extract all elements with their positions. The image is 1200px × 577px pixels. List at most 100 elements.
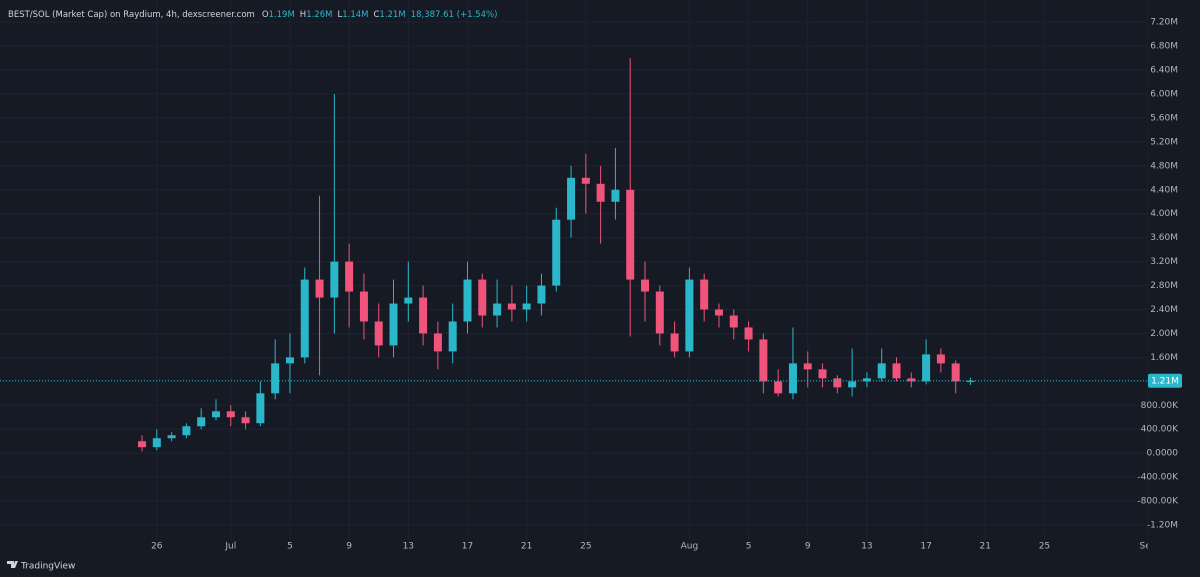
candle-body — [641, 279, 650, 292]
candle-body — [478, 279, 487, 316]
candle-body — [537, 285, 546, 304]
y-tick-label: -800.00K — [1137, 497, 1179, 507]
candle-body — [211, 411, 220, 418]
candle-body — [803, 363, 812, 370]
candle-body — [714, 309, 723, 316]
candle-body — [922, 354, 931, 382]
candle-body — [774, 381, 783, 394]
price-axis: 7.20M 6.80M 6.40M 6.00M 5.60M 5.20M 4.80M 4.40M… — [1137, 18, 1182, 531]
candle-body — [951, 363, 960, 382]
y-tick-label: 5.60M — [1150, 113, 1178, 123]
candle-body — [226, 411, 235, 418]
candle-body — [374, 321, 383, 346]
y-tick-label: 2.00M — [1150, 329, 1178, 339]
legend-key: L — [337, 10, 342, 20]
candle-body — [167, 435, 176, 439]
x-tick-label: Aug — [681, 542, 699, 552]
candle-body — [581, 177, 590, 184]
branding: TradingView — [20, 562, 75, 572]
x-tick-label: 21 — [521, 542, 532, 552]
y-tick-label: 2.40M — [1150, 305, 1178, 315]
candle-body — [241, 417, 250, 424]
candle-body — [670, 333, 679, 352]
candle-body — [626, 189, 635, 280]
x-tick-label: 9 — [805, 542, 811, 552]
candle-body — [685, 279, 694, 352]
y-tick-label: 4.00M — [1150, 209, 1178, 219]
candle-body — [567, 177, 576, 220]
candle-body — [433, 333, 442, 352]
y-tick-label: 0.0000 — [1147, 449, 1179, 459]
legend-value: 1.19M — [269, 10, 295, 20]
y-tick-label: 4.80M — [1150, 161, 1178, 171]
candle-body — [197, 417, 206, 427]
x-tick-label: 21 — [980, 542, 991, 552]
x-tick-label: 17 — [920, 542, 931, 552]
candle-body — [138, 441, 147, 448]
candle-body — [862, 378, 871, 382]
last-price-label: 1.21M — [1151, 376, 1179, 386]
y-tick-label: 1.60M — [1150, 353, 1178, 363]
y-tick-label: 2.80M — [1150, 281, 1178, 291]
candle-body — [788, 363, 797, 394]
candle-body — [152, 438, 161, 448]
candle-body — [300, 279, 309, 358]
candle-body — [285, 357, 294, 364]
candle-body — [818, 369, 827, 379]
candle-body — [404, 297, 413, 304]
candle-body — [256, 393, 265, 424]
axes: 26 Jul 5 9 13 17 21 25 Aug 5 9 13 17 21 25 Sep — [151, 542, 1157, 552]
candle-body — [833, 378, 842, 388]
candle-body — [389, 303, 398, 346]
candle-body — [877, 363, 886, 379]
candle-body — [848, 381, 857, 388]
candle-body — [271, 363, 280, 394]
y-tick-label: 7.20M — [1150, 18, 1178, 28]
candle-body — [744, 327, 753, 340]
candle-body — [493, 303, 502, 316]
y-tick-label: -400.00K — [1137, 473, 1179, 483]
candle-body — [463, 279, 472, 322]
candle-body — [522, 303, 531, 310]
candle-body — [448, 321, 457, 352]
candle-body — [729, 315, 738, 328]
legend-key: H — [300, 10, 306, 20]
logo-icon — [7, 561, 18, 568]
candle-body — [345, 261, 354, 292]
y-tick-label: 5.20M — [1150, 137, 1178, 147]
legend-value: 1.26M — [306, 10, 332, 20]
candles — [0, 58, 1148, 452]
candle-body — [596, 183, 605, 202]
candle-body — [419, 297, 428, 334]
candle-body — [936, 354, 945, 364]
y-tick-label: 400.00K — [1141, 425, 1179, 435]
x-tick-label: 26 — [151, 542, 163, 552]
y-tick-label: 6.00M — [1150, 89, 1178, 99]
x-tick-label: 5 — [746, 542, 752, 552]
candle-body — [700, 279, 709, 310]
y-tick-label: -1.20M — [1147, 521, 1178, 531]
candle-body — [507, 303, 516, 310]
candle-body — [892, 363, 901, 379]
candle-body — [759, 339, 768, 382]
x-tick-label: Sep — [1140, 542, 1157, 552]
candle-body — [359, 291, 368, 322]
candle-body — [966, 380, 975, 382]
candle-body — [611, 189, 620, 202]
candle-body — [330, 261, 339, 298]
y-tick-label: 6.40M — [1150, 66, 1178, 76]
x-tick-label: Jul — [224, 542, 236, 552]
x-tick-label: 17 — [462, 542, 473, 552]
x-tick-label: 5 — [287, 542, 293, 552]
legend-header: BEST/SOL (Market Cap) on Raydium, 4h, de… — [8, 10, 497, 20]
last-price-box — [1148, 373, 1182, 388]
x-tick-label: 25 — [1039, 542, 1050, 552]
price-axis-bg — [1148, 0, 1200, 577]
candle-body — [655, 291, 664, 334]
candle-body — [315, 279, 324, 298]
x-tick-label: 9 — [346, 542, 352, 552]
legend-key: C — [373, 10, 379, 20]
y-tick-label: 6.80M — [1150, 42, 1178, 52]
legend-value: 1.21M — [379, 10, 405, 20]
